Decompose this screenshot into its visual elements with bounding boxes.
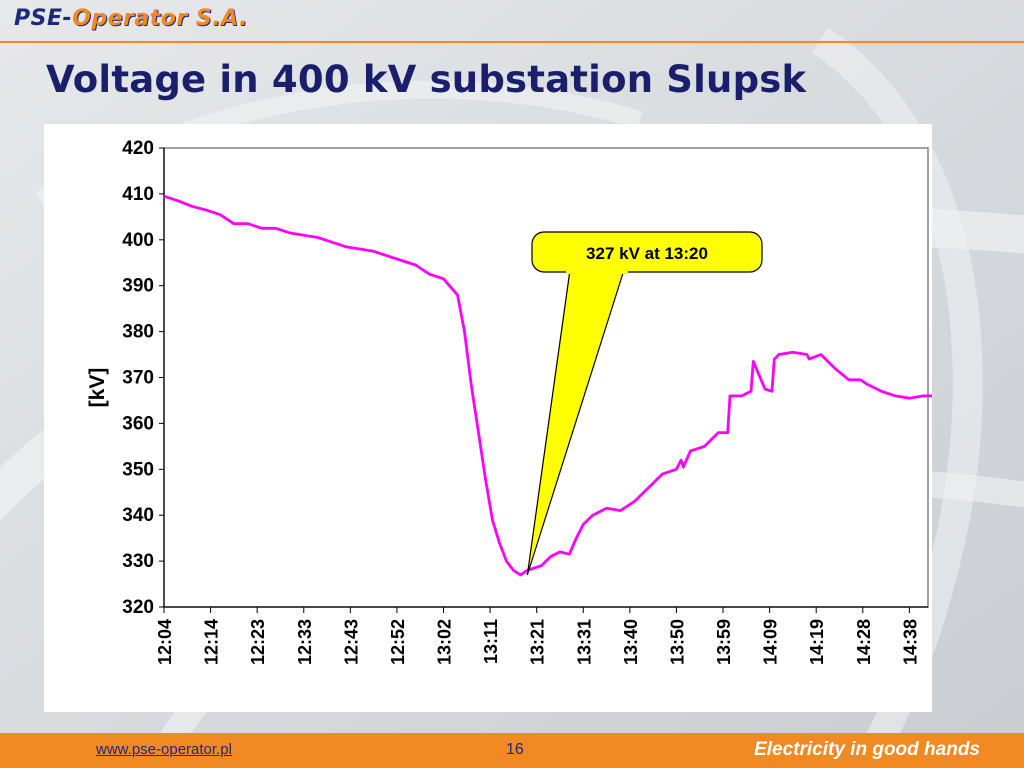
y-tick-label: 370 <box>122 368 154 389</box>
callout-label: 327 kV at 13:20 <box>586 244 708 263</box>
x-tick-label: 12:43 <box>341 619 361 665</box>
logo-operator: Operator S.A. <box>72 6 248 31</box>
x-tick-label: 14:19 <box>807 619 827 665</box>
y-tick-label: 350 <box>122 459 154 480</box>
x-tick-label: 12:52 <box>388 619 408 665</box>
x-tick-label: 12:14 <box>202 619 222 665</box>
y-axis-label: [kV] <box>86 368 109 408</box>
x-tick-label: 12:04 <box>155 619 175 665</box>
y-tick-label: 380 <box>122 322 154 343</box>
slogan: Electricity in good hands <box>754 739 980 760</box>
plot-area <box>163 147 929 608</box>
x-tick-label: 13:11 <box>481 619 501 664</box>
x-tick-label: 13:50 <box>667 619 687 665</box>
x-tick-label: 14:28 <box>854 619 874 665</box>
y-tick-label: 390 <box>122 276 154 297</box>
y-tick-label: 420 <box>122 138 154 159</box>
logo-pse: PSE- <box>14 6 73 31</box>
y-tick-label: 340 <box>122 505 154 526</box>
chart-panel: 320 330 340 350 360 370 380 390 400 410 420 12:04 12… <box>44 124 942 712</box>
y-tick-label: 400 <box>122 230 154 251</box>
page-number: 16 <box>506 741 524 758</box>
x-tick-label: 14:09 <box>761 619 781 665</box>
company-logo: PSE-Operator S.A. <box>14 6 248 31</box>
voltage-series-line <box>163 194 942 577</box>
x-tick-label: 13:31 <box>574 619 594 665</box>
y-tick-label: 320 <box>122 597 154 618</box>
slide-title: Voltage in 400 kV substation Slupsk <box>46 58 807 101</box>
footer-bar: www.pse-operator.pl 16 Electricity in go… <box>0 733 1024 768</box>
x-tick-label: 13:02 <box>435 619 455 665</box>
x-tick-label: 13:59 <box>714 619 734 665</box>
x-tick-label: 13:40 <box>621 619 641 665</box>
callout-box <box>531 231 763 273</box>
header-rule <box>0 41 1024 43</box>
y-tick-label: 360 <box>122 413 154 434</box>
x-tick-label: 12:33 <box>295 619 315 665</box>
y-tick-label: 330 <box>122 551 154 572</box>
x-tick-label: 13:21 <box>528 619 548 665</box>
x-tick-label: 12:23 <box>248 619 268 665</box>
voltage-chart: 320 330 340 350 360 370 380 390 400 410 420 12:04 12… <box>86 138 942 665</box>
y-tick-label: 410 <box>122 184 154 205</box>
callout-join <box>566 268 628 274</box>
website-link[interactable]: www.pse-operator.pl <box>96 741 232 758</box>
x-tick-label: 14:38 <box>900 619 920 665</box>
